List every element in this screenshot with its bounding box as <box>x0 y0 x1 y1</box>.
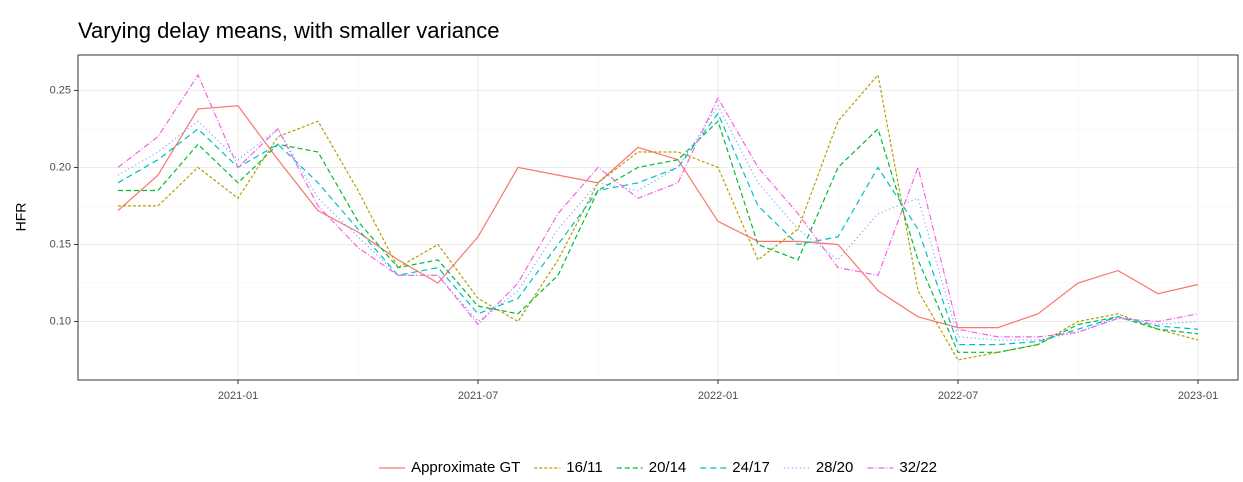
legend-label: Approximate GT <box>411 459 520 476</box>
series-line <box>118 73 1199 361</box>
series-line <box>118 120 1199 353</box>
series-line <box>117 105 1199 329</box>
plot-border <box>77 54 1239 381</box>
legend-label: 28/20 <box>816 459 854 476</box>
y-tick-label: 0.20 <box>50 161 71 173</box>
x-tick-label: 2021-07 <box>458 390 498 402</box>
y-axis-title: HFR <box>13 203 29 232</box>
y-tick-label: 0.15 <box>50 238 71 250</box>
legend: Approximate GT 16/11 20/14 24/17 28/20 32/22 <box>379 459 937 476</box>
series-line <box>117 112 1199 346</box>
series-line <box>117 73 1199 338</box>
x-tick-label: 2022-07 <box>938 390 978 402</box>
legend-label: 24/17 <box>732 459 770 476</box>
legend-label: 16/11 <box>566 459 602 476</box>
legend-label: 20/14 <box>649 459 687 476</box>
x-tick-label: 2023-01 <box>1178 390 1218 402</box>
chart-title: Varying delay means, with smaller varian… <box>78 18 499 43</box>
x-tick-label: 2021-01 <box>218 390 258 402</box>
x-tick-label: 2022-01 <box>698 390 738 402</box>
legend-label: 32/22 <box>899 459 937 476</box>
y-tick-label: 0.25 <box>50 84 71 96</box>
series-line <box>117 104 1199 341</box>
y-tick-label: 0.10 <box>50 315 71 327</box>
